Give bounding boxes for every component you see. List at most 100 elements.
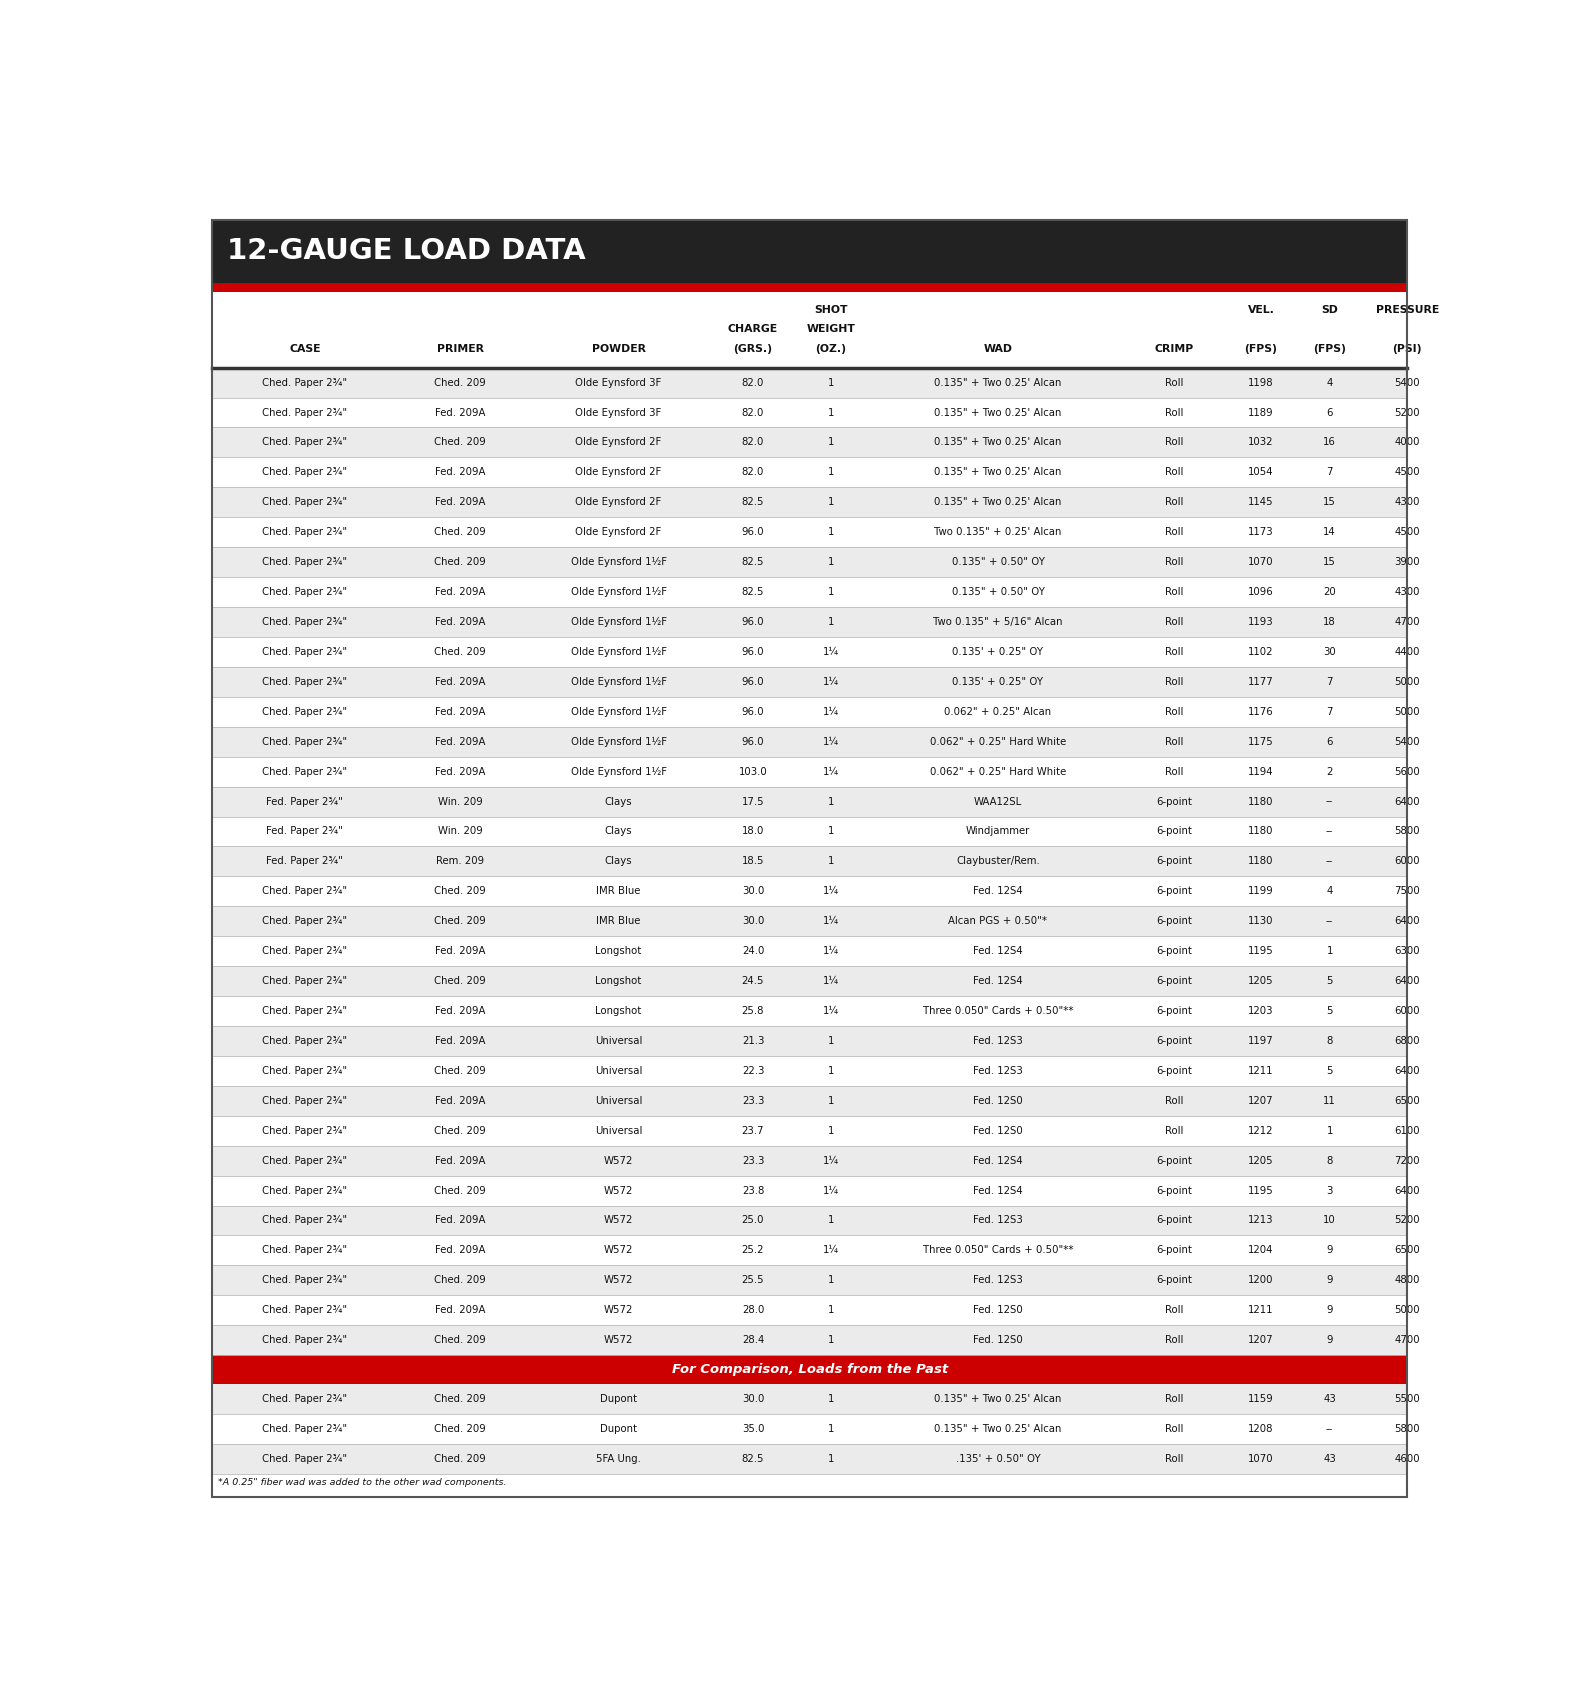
FancyBboxPatch shape: [212, 906, 1408, 937]
Text: (FPS): (FPS): [1313, 343, 1346, 354]
Text: WAA12SL: WAA12SL: [973, 797, 1022, 806]
Text: Clays: Clays: [605, 826, 632, 836]
Text: 5400: 5400: [1395, 736, 1420, 746]
Text: 1180: 1180: [1248, 857, 1273, 867]
Text: 5: 5: [1326, 1066, 1334, 1076]
FancyBboxPatch shape: [212, 1355, 1408, 1384]
Text: 82.0: 82.0: [741, 437, 765, 447]
Text: Fed. 12S4: Fed. 12S4: [973, 1185, 1022, 1195]
Text: Fed. Paper 2¾": Fed. Paper 2¾": [267, 797, 343, 806]
Text: Ched. 209: Ched. 209: [435, 1334, 487, 1345]
Text: Clays: Clays: [605, 857, 632, 867]
Text: Ched. Paper 2¾": Ched. Paper 2¾": [262, 707, 348, 717]
Text: 18: 18: [1322, 617, 1337, 627]
Text: Roll: Roll: [1164, 767, 1183, 777]
Text: 20: 20: [1322, 586, 1337, 597]
Text: 6800: 6800: [1395, 1035, 1420, 1046]
Text: Ched. 209: Ched. 209: [435, 976, 487, 986]
FancyBboxPatch shape: [212, 1414, 1408, 1443]
Text: Ched. 209: Ched. 209: [435, 558, 487, 568]
Text: 1: 1: [828, 826, 834, 836]
Text: Longshot: Longshot: [596, 1006, 641, 1017]
Text: 24.5: 24.5: [741, 976, 765, 986]
Text: Ched. Paper 2¾": Ched. Paper 2¾": [262, 408, 348, 418]
Text: Ched. Paper 2¾": Ched. Paper 2¾": [262, 468, 348, 478]
Text: Longshot: Longshot: [596, 976, 641, 986]
Text: 6: 6: [1326, 408, 1334, 418]
Text: Fed. 209A: Fed. 209A: [435, 1035, 485, 1046]
Text: Olde Eynsford 1½F: Olde Eynsford 1½F: [570, 586, 667, 597]
Text: Roll: Roll: [1164, 468, 1183, 478]
FancyBboxPatch shape: [212, 638, 1408, 666]
Text: Universal: Universal: [594, 1066, 641, 1076]
Text: 4300: 4300: [1395, 586, 1420, 597]
Text: Two 0.135" + 0.25' Alcan: Two 0.135" + 0.25' Alcan: [934, 527, 1062, 537]
Text: 4500: 4500: [1395, 527, 1420, 537]
Text: 25.8: 25.8: [741, 1006, 765, 1017]
Text: Ched. Paper 2¾": Ched. Paper 2¾": [262, 1066, 348, 1076]
Text: 30.0: 30.0: [741, 916, 765, 927]
Text: 1: 1: [828, 408, 834, 418]
Text: Fed. 12S4: Fed. 12S4: [973, 1156, 1022, 1166]
Text: W572: W572: [604, 1216, 634, 1226]
Text: 1¼: 1¼: [823, 648, 839, 656]
Text: 82.5: 82.5: [741, 558, 765, 568]
Text: Ched. Paper 2¾": Ched. Paper 2¾": [262, 558, 348, 568]
Text: 1¼: 1¼: [823, 677, 839, 687]
Text: 1159: 1159: [1248, 1394, 1273, 1404]
Text: 6400: 6400: [1395, 976, 1420, 986]
Text: Fed. 209A: Fed. 209A: [435, 1096, 485, 1105]
Text: 1: 1: [828, 1096, 834, 1105]
FancyBboxPatch shape: [212, 1176, 1408, 1205]
Text: Ched. Paper 2¾": Ched. Paper 2¾": [262, 736, 348, 746]
Text: 1: 1: [828, 498, 834, 507]
Text: 10: 10: [1322, 1216, 1337, 1226]
Text: Olde Eynsford 1½F: Olde Eynsford 1½F: [570, 617, 667, 627]
Text: Olde Eynsford 2F: Olde Eynsford 2F: [575, 527, 662, 537]
Text: Roll: Roll: [1164, 677, 1183, 687]
Text: 96.0: 96.0: [741, 617, 765, 627]
Text: 5200: 5200: [1395, 1216, 1420, 1226]
Text: Fed. 209A: Fed. 209A: [435, 677, 485, 687]
FancyBboxPatch shape: [212, 547, 1408, 576]
Text: W572: W572: [604, 1334, 634, 1345]
Text: 1: 1: [828, 1125, 834, 1136]
FancyBboxPatch shape: [212, 1236, 1408, 1265]
Text: Roll: Roll: [1164, 707, 1183, 717]
Text: 6-point: 6-point: [1157, 947, 1193, 955]
Text: Two 0.135" + 5/16" Alcan: Two 0.135" + 5/16" Alcan: [934, 617, 1063, 627]
Text: Fed. 209A: Fed. 209A: [435, 736, 485, 746]
FancyBboxPatch shape: [212, 457, 1408, 488]
Text: VEL.: VEL.: [1248, 304, 1275, 314]
Text: Ched. 209: Ched. 209: [435, 527, 487, 537]
Text: Ched. 209: Ched. 209: [435, 1394, 487, 1404]
Text: 0.135" + Two 0.25' Alcan: 0.135" + Two 0.25' Alcan: [934, 468, 1062, 478]
Text: 1177: 1177: [1248, 677, 1273, 687]
Text: 1¼: 1¼: [823, 1006, 839, 1017]
Text: 1: 1: [1327, 1125, 1334, 1136]
Text: 3900: 3900: [1395, 558, 1420, 568]
Text: Three 0.050" Cards + 0.50"**: Three 0.050" Cards + 0.50"**: [923, 1246, 1073, 1255]
Text: 1203: 1203: [1248, 1006, 1273, 1017]
Text: Ched. 209: Ched. 209: [435, 1066, 487, 1076]
FancyBboxPatch shape: [212, 847, 1408, 877]
Text: 6500: 6500: [1395, 1246, 1420, 1255]
Text: 1¼: 1¼: [823, 736, 839, 746]
Text: Three 0.050" Cards + 0.50"**: Three 0.050" Cards + 0.50"**: [923, 1006, 1073, 1017]
FancyBboxPatch shape: [212, 787, 1408, 816]
Text: Roll: Roll: [1164, 1125, 1183, 1136]
Text: 0.062" + 0.25" Hard White: 0.062" + 0.25" Hard White: [931, 767, 1066, 777]
Text: Olde Eynsford 1½F: Olde Eynsford 1½F: [570, 677, 667, 687]
Text: 4: 4: [1327, 377, 1334, 388]
FancyBboxPatch shape: [212, 1384, 1408, 1414]
Text: Fed. 209A: Fed. 209A: [435, 1156, 485, 1166]
Text: --: --: [1326, 797, 1334, 806]
Text: Olde Eynsford 1½F: Olde Eynsford 1½F: [570, 736, 667, 746]
Text: Roll: Roll: [1164, 617, 1183, 627]
Text: 6-point: 6-point: [1157, 1035, 1193, 1046]
Text: 12-GAUGE LOAD DATA: 12-GAUGE LOAD DATA: [228, 236, 586, 265]
FancyBboxPatch shape: [212, 756, 1408, 787]
Text: 6-point: 6-point: [1157, 1006, 1193, 1017]
Text: Ched. Paper 2¾": Ched. Paper 2¾": [262, 1246, 348, 1255]
Text: Fed. 12S3: Fed. 12S3: [973, 1066, 1022, 1076]
